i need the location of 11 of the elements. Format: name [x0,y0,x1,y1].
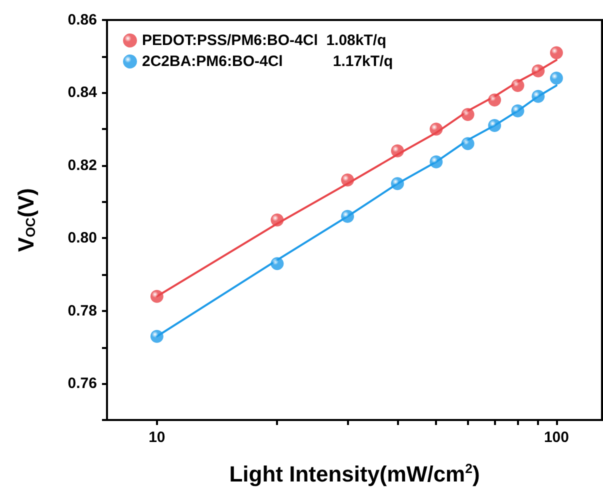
x-tick-label: 10 [148,429,166,446]
y-tick-label: 0.78 [68,302,97,320]
y-axis-title: VOC(V) [14,188,38,252]
y-tick-label: 0.80 [68,230,97,247]
y-tick-label: 0.84 [68,84,98,102]
x-tick-label: 100 [544,429,569,446]
y-tick-label: 0.76 [68,375,97,392]
y-tick-label: 0.86 [68,12,97,28]
legend-label: 2C2BA:PM6:BO-4Cl 1.17kT/q [142,53,393,70]
y-tick-label: 0.82 [68,156,97,174]
legend-label: PEDOT:PSS/PM6:BO-4Cl 1.08kT/q [142,32,386,49]
